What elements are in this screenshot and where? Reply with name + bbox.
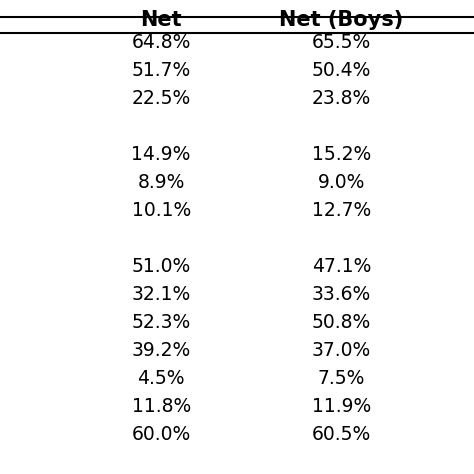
- Text: 23.8%: 23.8%: [311, 89, 371, 108]
- Text: 12.7%: 12.7%: [311, 201, 371, 220]
- Text: 8.9%: 8.9%: [137, 173, 185, 192]
- Text: 22.5%: 22.5%: [132, 89, 191, 108]
- Text: 47.1%: 47.1%: [311, 257, 371, 276]
- Text: Net: Net: [140, 10, 182, 30]
- Text: 60.0%: 60.0%: [132, 425, 191, 444]
- Text: 15.2%: 15.2%: [311, 145, 371, 164]
- Text: 4.5%: 4.5%: [137, 369, 185, 388]
- Text: 33.6%: 33.6%: [311, 285, 371, 304]
- Text: 39.2%: 39.2%: [132, 341, 191, 360]
- Text: 52.3%: 52.3%: [132, 313, 191, 332]
- Text: 51.0%: 51.0%: [132, 257, 191, 276]
- Text: 51.7%: 51.7%: [132, 61, 191, 80]
- Text: 65.5%: 65.5%: [311, 33, 371, 52]
- Text: 50.8%: 50.8%: [311, 313, 371, 332]
- Text: 11.8%: 11.8%: [132, 397, 191, 416]
- Text: 64.8%: 64.8%: [131, 33, 191, 52]
- Text: 37.0%: 37.0%: [311, 341, 371, 360]
- Text: 32.1%: 32.1%: [132, 285, 191, 304]
- Text: 7.5%: 7.5%: [318, 369, 365, 388]
- Text: 11.9%: 11.9%: [311, 397, 371, 416]
- Text: 60.5%: 60.5%: [311, 425, 371, 444]
- Text: Net (Boys): Net (Boys): [279, 10, 403, 30]
- Text: 10.1%: 10.1%: [132, 201, 191, 220]
- Text: 14.9%: 14.9%: [131, 145, 191, 164]
- Text: 9.0%: 9.0%: [318, 173, 365, 192]
- Text: 50.4%: 50.4%: [311, 61, 371, 80]
